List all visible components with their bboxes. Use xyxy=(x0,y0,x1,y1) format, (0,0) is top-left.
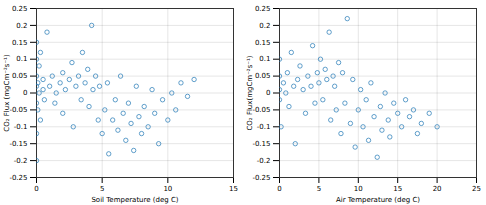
svg-text:0.2: 0.2 xyxy=(259,22,270,30)
svg-text:0.05: 0.05 xyxy=(12,72,28,80)
svg-text:20: 20 xyxy=(433,185,442,193)
svg-text:0: 0 xyxy=(277,185,281,193)
svg-text:10: 10 xyxy=(163,185,172,193)
svg-text:0.1: 0.1 xyxy=(16,55,27,63)
svg-text:CO₂ Flux(mgCm⁻²s⁻¹): CO₂ Flux(mgCm⁻²s⁻¹) xyxy=(246,55,254,130)
svg-text:0.1: 0.1 xyxy=(259,55,270,63)
svg-text:0: 0 xyxy=(23,89,27,97)
svg-text:-0.2: -0.2 xyxy=(257,157,271,165)
svg-text:5: 5 xyxy=(100,185,104,193)
svg-text:CO₂ Flux (mgCm⁻²s⁻¹): CO₂ Flux (mgCm⁻²s⁻¹) xyxy=(3,54,11,132)
svg-text:0: 0 xyxy=(34,185,38,193)
svg-text:0.25: 0.25 xyxy=(255,5,271,13)
svg-text:-0.05: -0.05 xyxy=(9,106,27,114)
svg-text:10: 10 xyxy=(354,185,363,193)
svg-text:-0.1: -0.1 xyxy=(14,123,28,131)
svg-text:0.15: 0.15 xyxy=(255,39,271,47)
svg-text:15: 15 xyxy=(229,185,238,193)
svg-text:-0.1: -0.1 xyxy=(257,123,271,131)
svg-text:-0.05: -0.05 xyxy=(252,106,270,114)
svg-text:5: 5 xyxy=(317,185,321,193)
svg-text:-0.15: -0.15 xyxy=(9,140,27,148)
svg-text:25: 25 xyxy=(472,185,481,193)
svg-text:0.25: 0.25 xyxy=(12,5,28,13)
svg-text:0.2: 0.2 xyxy=(16,22,27,30)
svg-text:-0.15: -0.15 xyxy=(252,140,270,148)
svg-text:0.15: 0.15 xyxy=(12,39,28,47)
svg-text:Air Temperature (deg C): Air Temperature (deg C) xyxy=(336,196,420,204)
svg-text:15: 15 xyxy=(393,185,402,193)
svg-text:-0.25: -0.25 xyxy=(252,174,270,182)
svg-text:-0.25: -0.25 xyxy=(9,174,27,182)
svg-text:Soil Temperature (deg C): Soil Temperature (deg C) xyxy=(91,196,178,204)
svg-text:-0.2: -0.2 xyxy=(14,157,28,165)
svg-text:0.05: 0.05 xyxy=(255,72,271,80)
svg-text:0: 0 xyxy=(266,89,270,97)
